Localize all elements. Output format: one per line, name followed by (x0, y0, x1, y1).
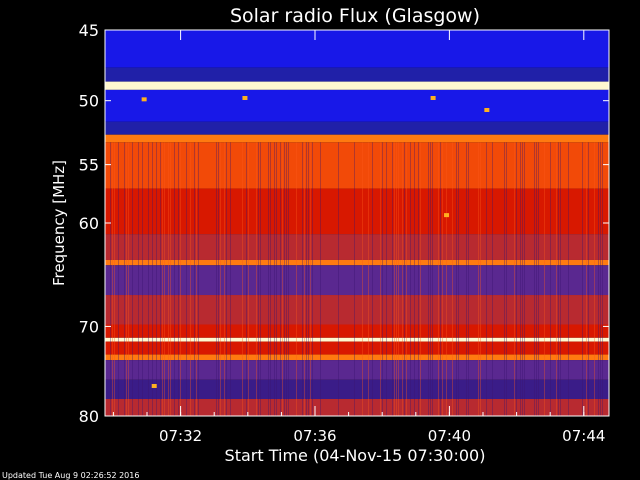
frequency-band (105, 399, 609, 416)
y-axis: 45 50 55 60 70 80 (79, 21, 609, 426)
bursts-layer (141, 95, 490, 388)
frequency-band (105, 81, 609, 90)
frequency-band (105, 379, 609, 400)
y-tick-label: 70 (79, 317, 99, 336)
plot-area (105, 30, 609, 416)
burst-marker (430, 95, 436, 100)
chart-title: Solar radio Flux (Glasgow) (230, 5, 480, 27)
y-axis-label: Frequency [MHz] (50, 160, 68, 286)
y-tick-label: 80 (79, 407, 99, 426)
frequency-band (105, 30, 609, 68)
x-tick-label: 07:36 (293, 427, 336, 445)
x-tick-label: 07:44 (562, 427, 605, 445)
frequency-band (105, 259, 609, 266)
frequency-band (105, 337, 609, 342)
frequency-band (105, 324, 609, 338)
frequency-band (105, 360, 609, 380)
frequency-band (105, 265, 609, 296)
frequency-band (105, 341, 609, 355)
frequency-band (105, 295, 609, 325)
x-tick-label: 07:40 (428, 427, 471, 445)
burst-marker (484, 108, 490, 113)
updated-timestamp: Updated Tue Aug 9 02:26:52 2016 (2, 471, 139, 480)
frequency-band (105, 134, 609, 143)
frequency-band (105, 67, 609, 82)
noise-texture (110, 142, 603, 416)
frequency-band (105, 121, 609, 135)
y-tick-label: 60 (79, 214, 99, 233)
frequency-band (105, 142, 609, 189)
frequency-band (105, 188, 609, 235)
y-tick-label: 50 (79, 92, 99, 111)
burst-marker (242, 95, 248, 100)
burst-marker (444, 213, 450, 218)
frequency-band (105, 89, 609, 122)
burst-marker (151, 383, 157, 388)
y-tick-label: 45 (79, 21, 99, 40)
x-tick-label: 07:32 (159, 427, 202, 445)
x-axis: 07:32 07:36 07:40 07:44 (112, 30, 605, 445)
y-tick-label: 55 (79, 156, 99, 175)
x-axis-label: Start Time (04-Nov-15 07:30:00) (225, 446, 486, 465)
frequency-band (105, 234, 609, 260)
frequency-band (105, 354, 609, 361)
burst-marker (141, 97, 147, 102)
